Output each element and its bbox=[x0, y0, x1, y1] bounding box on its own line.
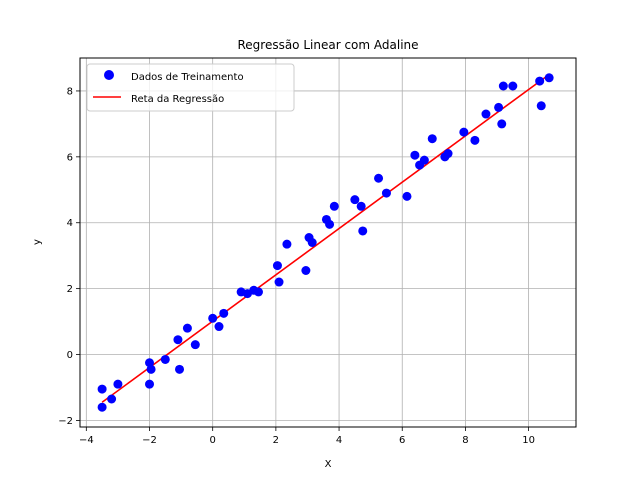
data-point bbox=[329, 201, 339, 211]
y-tick-label: −2 bbox=[58, 416, 73, 427]
data-point bbox=[494, 102, 504, 112]
data-point bbox=[282, 239, 292, 249]
data-point bbox=[214, 322, 224, 332]
data-point bbox=[356, 201, 366, 211]
data-point bbox=[544, 73, 554, 83]
data-point bbox=[274, 277, 284, 287]
grid bbox=[80, 58, 576, 427]
data-point bbox=[173, 335, 183, 345]
y-tick-label: 6 bbox=[67, 152, 73, 163]
x-tick-label: 0 bbox=[210, 435, 216, 446]
data-point bbox=[272, 261, 282, 271]
x-tick-label: 10 bbox=[522, 435, 535, 446]
data-point bbox=[374, 173, 384, 183]
data-point bbox=[145, 379, 155, 389]
data-point bbox=[410, 150, 420, 160]
data-point bbox=[470, 135, 480, 145]
data-point bbox=[459, 127, 469, 137]
data-point bbox=[481, 109, 491, 119]
x-tick-label: 4 bbox=[336, 435, 342, 446]
legend-box bbox=[86, 63, 295, 112]
data-point bbox=[160, 354, 170, 364]
x-tick-label: 2 bbox=[273, 435, 279, 446]
x-tick-label: −4 bbox=[79, 435, 94, 446]
y-tick-label: 2 bbox=[67, 284, 73, 295]
data-point bbox=[175, 364, 185, 374]
y-axis: −2 0 2 4 6 8 bbox=[58, 86, 80, 427]
data-point bbox=[358, 226, 368, 236]
data-point bbox=[443, 149, 453, 159]
y-axis-label: y bbox=[32, 239, 43, 245]
data-point bbox=[498, 81, 508, 91]
legend-scatter-marker bbox=[104, 70, 114, 80]
data-point bbox=[536, 101, 546, 111]
regression-line-series bbox=[101, 73, 550, 403]
x-tick-label: −2 bbox=[142, 435, 157, 446]
plot-area-frame bbox=[79, 57, 577, 428]
data-point bbox=[253, 287, 263, 297]
data-point bbox=[497, 119, 507, 129]
regression-line bbox=[101, 73, 550, 403]
data-point bbox=[381, 188, 391, 198]
data-point bbox=[427, 134, 437, 144]
data-point bbox=[97, 384, 107, 394]
legend: Dados de Treinamento Reta da Regressão bbox=[86, 63, 295, 112]
data-point bbox=[107, 394, 117, 404]
data-point bbox=[325, 219, 335, 229]
data-point bbox=[402, 191, 412, 201]
data-point bbox=[535, 76, 545, 86]
data-point bbox=[301, 266, 311, 276]
data-point bbox=[190, 340, 200, 350]
data-point bbox=[307, 238, 317, 247]
data-point bbox=[182, 323, 192, 333]
data-point bbox=[419, 155, 429, 165]
y-tick-label: 4 bbox=[67, 218, 73, 229]
training-data-series bbox=[97, 73, 554, 412]
x-tick-label: 8 bbox=[462, 435, 468, 446]
data-point bbox=[146, 364, 156, 374]
chart-title: Regressão Linear com Adaline bbox=[237, 38, 418, 52]
x-axis: −4 −2 0 2 4 6 8 10 bbox=[79, 427, 535, 446]
legend-label-training-data: Dados de Treinamento bbox=[131, 72, 244, 83]
data-point bbox=[208, 313, 218, 323]
data-point bbox=[219, 308, 229, 318]
data-point bbox=[350, 195, 360, 205]
data-point bbox=[508, 81, 518, 91]
y-tick-label: 0 bbox=[67, 350, 73, 361]
data-point bbox=[113, 379, 123, 389]
legend-label-regression-line: Reta da Regressão bbox=[131, 94, 224, 105]
x-tick-label: 6 bbox=[399, 435, 405, 446]
y-tick-label: 8 bbox=[67, 86, 73, 97]
x-axis-label: X bbox=[325, 459, 332, 470]
data-point bbox=[97, 402, 107, 412]
